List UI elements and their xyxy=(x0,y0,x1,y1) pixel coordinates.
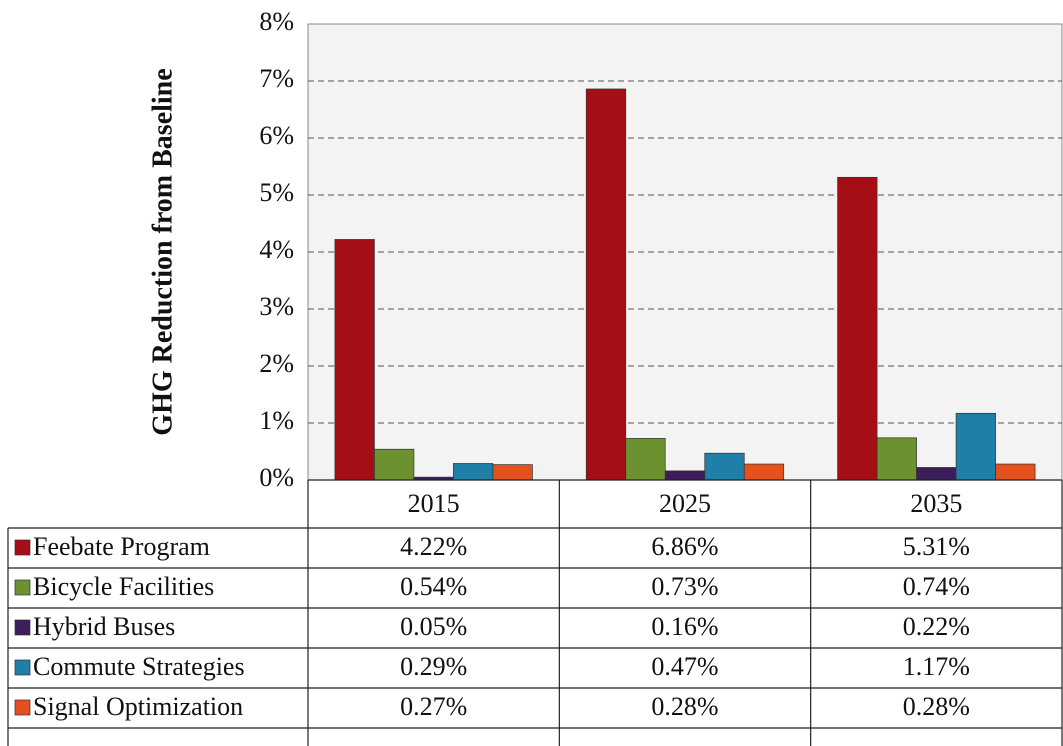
y-tick-label: 1% xyxy=(259,406,294,435)
y-tick-label: 0% xyxy=(259,463,294,492)
bar xyxy=(876,437,917,481)
legend-swatch xyxy=(14,659,31,676)
bar xyxy=(664,470,706,481)
legend-swatch xyxy=(14,619,31,636)
bar xyxy=(955,412,996,481)
y-tick-label: 4% xyxy=(259,235,294,264)
y-tick-label: 3% xyxy=(259,292,294,321)
data-label: 0.73% xyxy=(651,572,718,601)
data-label: 0.28% xyxy=(903,692,970,721)
legend-swatch xyxy=(14,539,31,556)
data-label: 0.16% xyxy=(651,612,718,641)
bar xyxy=(492,464,533,481)
legend-label: Hybrid Buses xyxy=(33,612,175,641)
bar xyxy=(743,463,785,481)
bar xyxy=(334,239,375,481)
data-label: 4.22% xyxy=(400,532,467,561)
bar xyxy=(916,467,957,481)
bar xyxy=(585,88,627,481)
y-tick-label: 8% xyxy=(259,7,294,36)
data-label: 0.29% xyxy=(400,652,467,681)
data-label: 0.28% xyxy=(651,692,718,721)
y-tick-label: 5% xyxy=(259,178,294,207)
data-label: 0.05% xyxy=(400,612,467,641)
bar xyxy=(625,438,666,481)
data-label: 5.31% xyxy=(903,532,970,561)
data-label: 0.74% xyxy=(903,572,970,601)
x-tick-label: 2015 xyxy=(408,489,460,518)
legend-label: Bicycle Facilities xyxy=(33,572,214,601)
legend-swatch xyxy=(14,699,31,716)
bar xyxy=(374,448,415,481)
y-tick-label: 6% xyxy=(259,121,294,150)
data-label: 0.54% xyxy=(400,572,467,601)
y-axis-label: GHG Reduction from Baseline xyxy=(147,68,178,435)
y-tick-label: 2% xyxy=(259,349,294,378)
legend-swatch xyxy=(14,579,31,596)
data-label: 0.27% xyxy=(400,692,467,721)
data-label: 6.86% xyxy=(651,532,718,561)
legend-label: Signal Optimization xyxy=(33,692,243,721)
legend-label: Feebate Program xyxy=(33,532,210,561)
y-tick-label: 7% xyxy=(259,64,294,93)
bar xyxy=(704,452,745,481)
x-tick-label: 2035 xyxy=(910,489,962,518)
legend-label: Commute Strategies xyxy=(33,652,245,681)
bar xyxy=(995,463,1036,481)
x-tick-label: 2025 xyxy=(659,489,711,518)
data-label: 0.22% xyxy=(903,612,970,641)
bar xyxy=(453,463,494,481)
data-label: 1.17% xyxy=(903,652,970,681)
bar xyxy=(837,176,878,481)
data-label: 0.47% xyxy=(651,652,718,681)
